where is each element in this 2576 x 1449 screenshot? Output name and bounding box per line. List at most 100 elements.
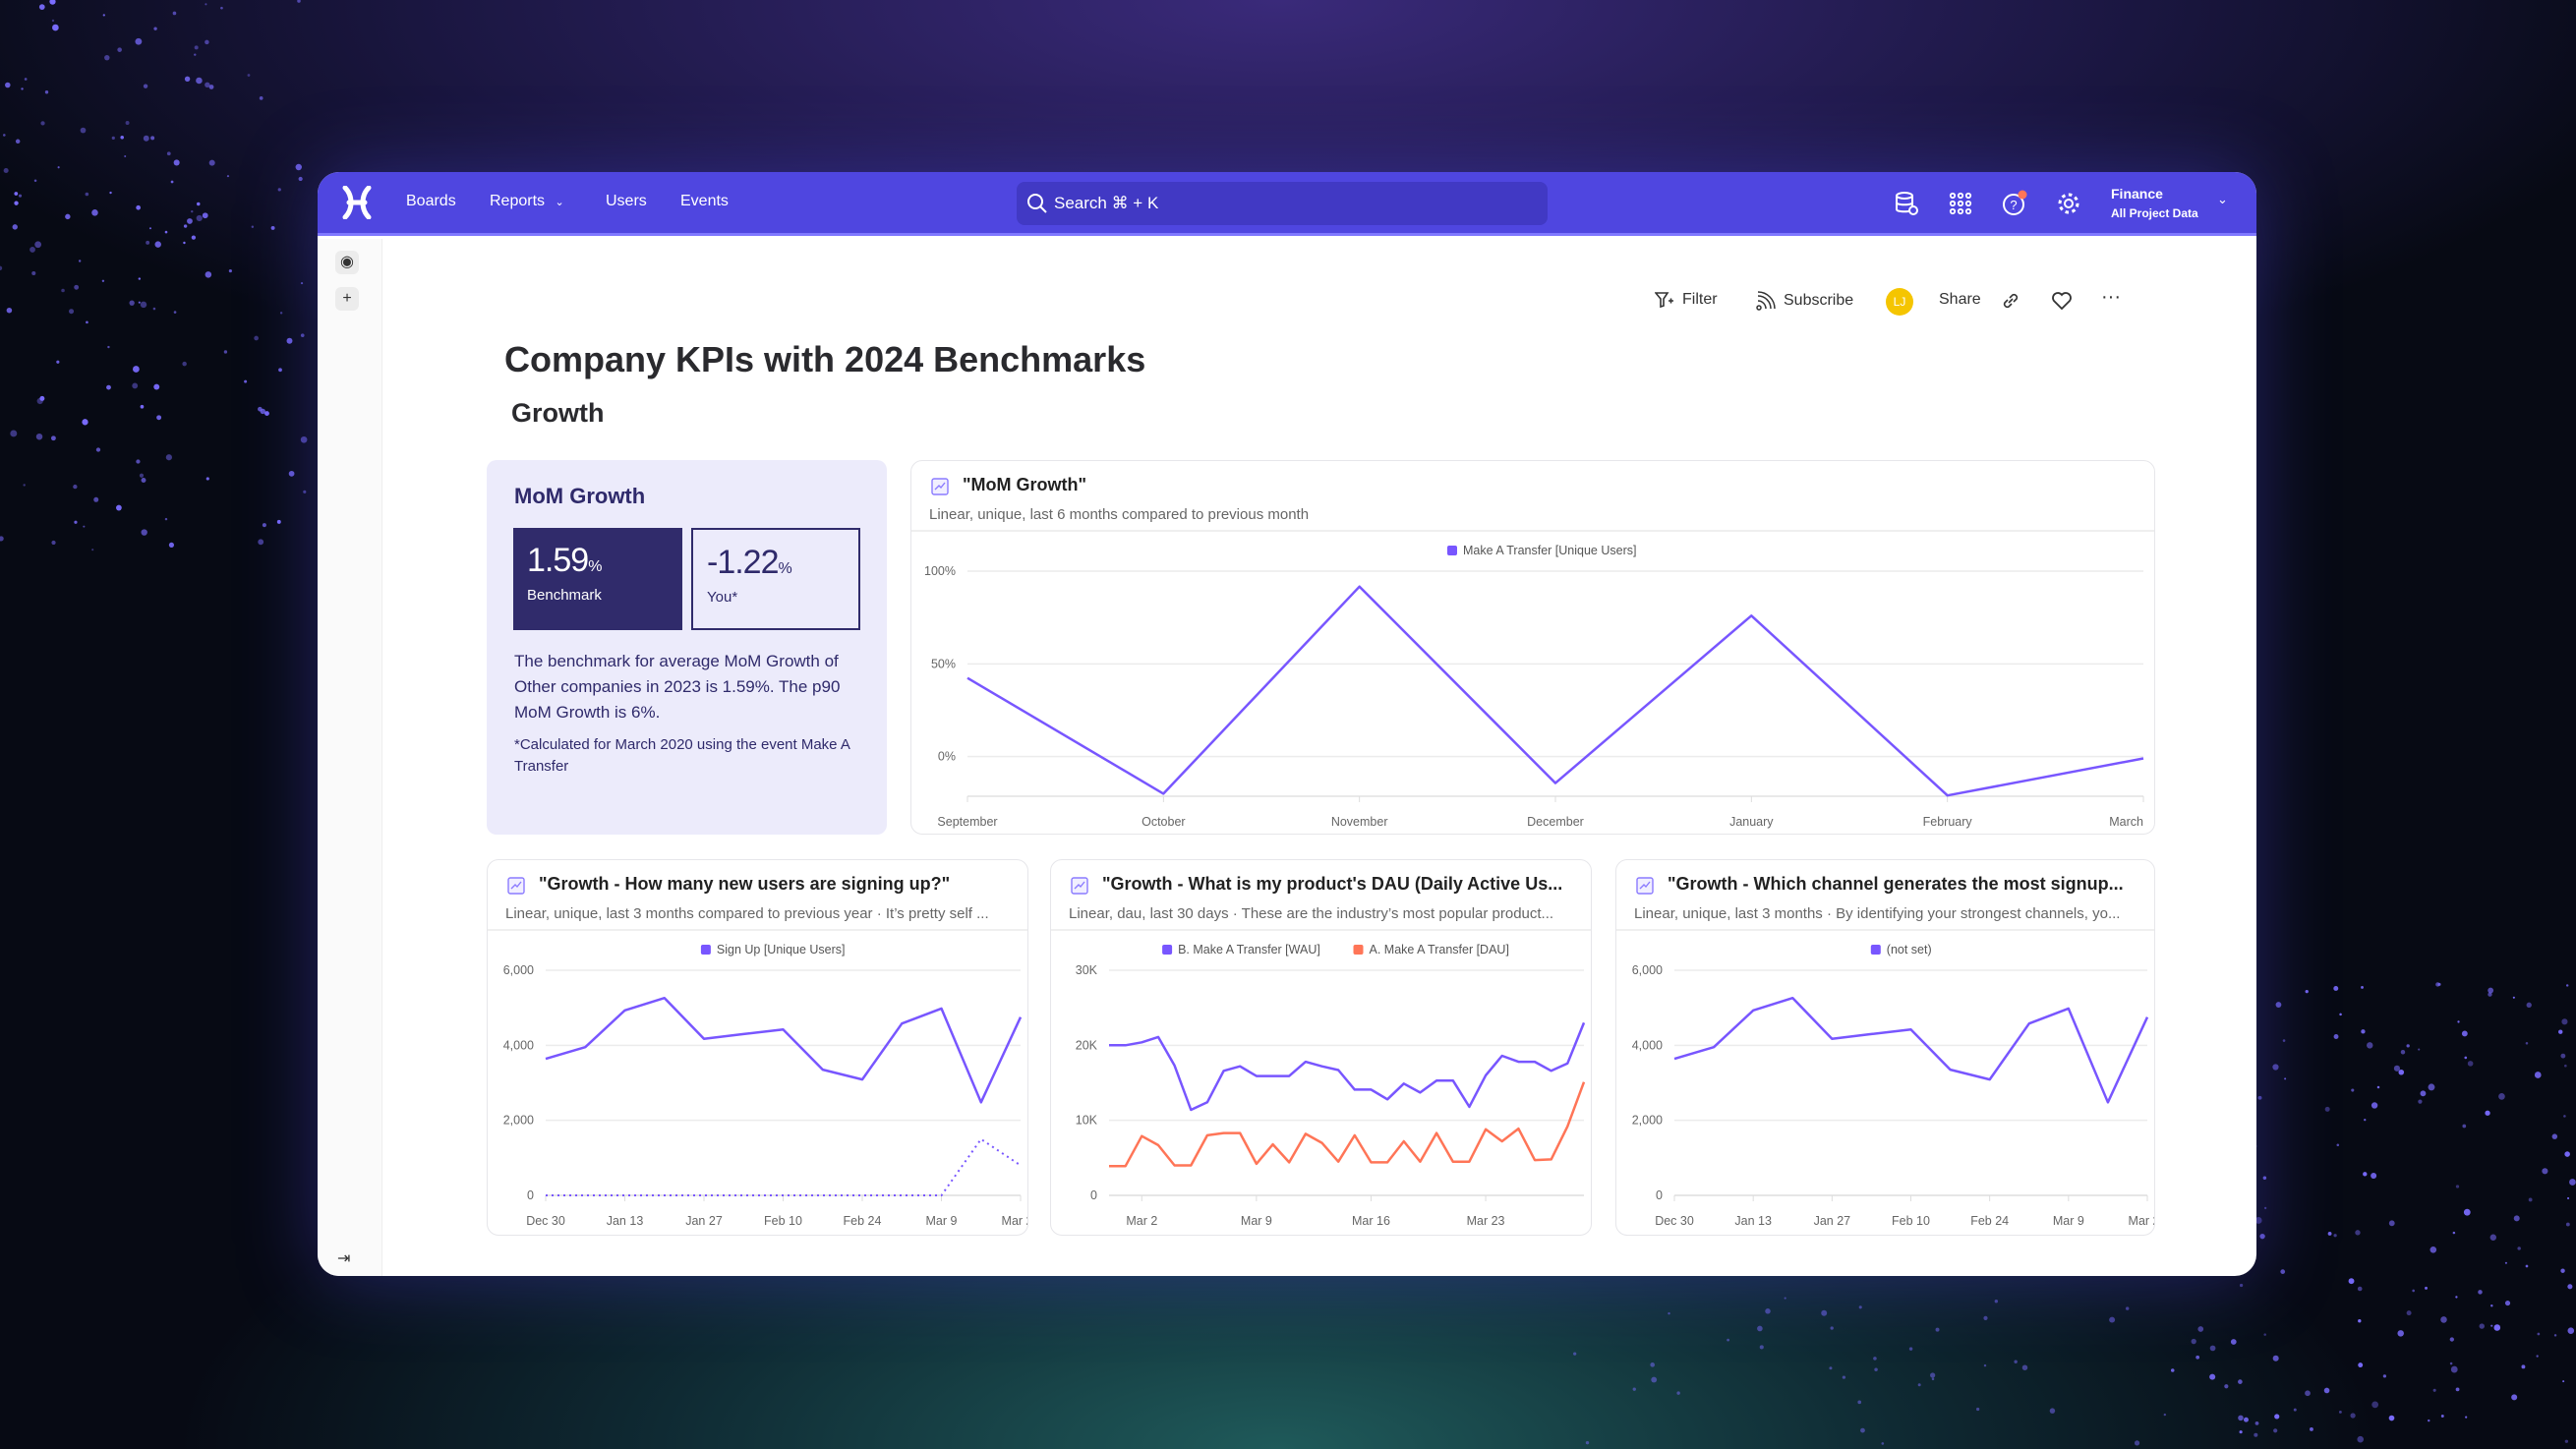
particle	[117, 47, 122, 52]
particle	[2513, 1215, 2520, 1222]
particle	[52, 24, 59, 31]
particle	[2280, 1269, 2286, 1274]
chart-card-channels[interactable]: "Growth - Which channel generates the mo…	[1615, 859, 2155, 1236]
particle	[2536, 1355, 2539, 1358]
particle	[31, 270, 36, 276]
particle	[2293, 1408, 2297, 1412]
compass-icon[interactable]: ◉	[335, 251, 359, 274]
subscribe-label: Subscribe	[1784, 292, 1854, 309]
particle	[2400, 1050, 2406, 1055]
particle	[2493, 1324, 2501, 1331]
benchmark-unit: %	[588, 558, 603, 575]
filter-button[interactable]: Filter	[1655, 291, 1718, 309]
particle	[21, 87, 24, 90]
search-input[interactable]: Search ⌘ + K	[1017, 182, 1548, 225]
particle	[2324, 1106, 2330, 1112]
particle	[2358, 1319, 2362, 1323]
particle	[140, 301, 147, 309]
help-icon[interactable]: ?	[2001, 190, 2028, 217]
particle	[2388, 1220, 2395, 1227]
chart-card-signups[interactable]: "Growth - How many new users are signing…	[487, 859, 1028, 1236]
card-header: "Growth - What is my product's DAU (Dail…	[1051, 860, 1591, 931]
card-title: "Growth - How many new users are signing…	[539, 874, 951, 894]
particle	[143, 135, 149, 142]
particle	[184, 76, 191, 82]
particle	[24, 78, 28, 81]
particle	[2425, 1286, 2429, 1290]
particle	[2393, 1065, 2401, 1072]
nav-reports-label: Reports	[490, 193, 546, 209]
particle	[5, 82, 11, 88]
x-tick-label: March	[2109, 815, 2143, 829]
particle	[18, 194, 23, 198]
particle	[82, 419, 88, 426]
particle	[2461, 1030, 2468, 1037]
particle	[2418, 1048, 2421, 1051]
apps-grid-icon[interactable]	[1947, 190, 1974, 217]
particle	[2274, 1414, 2280, 1420]
particle	[2257, 1095, 2262, 1100]
data-settings-icon[interactable]	[1893, 190, 1920, 217]
particle	[102, 14, 105, 17]
add-icon[interactable]: +	[335, 287, 359, 311]
particle	[2488, 987, 2494, 994]
particle	[2273, 1428, 2278, 1433]
subscribe-button[interactable]: Subscribe	[1756, 291, 1853, 311]
particle	[1651, 1376, 1658, 1383]
benchmark-label: Benchmark	[527, 587, 602, 604]
chart-card-dau[interactable]: "Growth - What is my product's DAU (Dail…	[1050, 859, 1592, 1236]
nav-reports[interactable]: Reports ⌄	[490, 193, 564, 210]
x-tick-label: Feb 10	[764, 1214, 802, 1228]
particle	[2272, 1355, 2279, 1362]
particle	[2430, 1246, 2437, 1253]
particle	[286, 337, 293, 344]
link-icon[interactable]	[2001, 291, 2020, 311]
particle	[2455, 1387, 2460, 1392]
kpi-description: The benchmark for average MoM Growth of …	[514, 652, 841, 722]
particle	[2498, 1093, 2505, 1100]
particle	[2350, 1413, 2356, 1419]
particle	[205, 477, 209, 481]
more-options-icon[interactable]: ···	[2101, 286, 2121, 308]
particle	[183, 241, 186, 245]
particle	[2355, 1230, 2361, 1236]
particle	[2021, 1364, 2028, 1370]
particle	[165, 454, 172, 461]
card-header: "Growth - Which channel generates the mo…	[1616, 860, 2154, 931]
particle	[69, 309, 75, 315]
nav-boards[interactable]: Boards	[406, 193, 456, 209]
x-tick-label: Feb 24	[1970, 1214, 2009, 1228]
particle	[2224, 1384, 2229, 1389]
app-window: Boards Reports ⌄ Users Events Search ⌘ +…	[318, 172, 2256, 1276]
particle	[35, 433, 43, 440]
line-chart: Sign Up [Unique Users] 6,000 4,000 2,000 0 De…	[503, 943, 1027, 1228]
particle	[2440, 1316, 2447, 1323]
expand-sidebar-icon[interactable]: ⇥	[337, 1250, 351, 1267]
particle	[2397, 1330, 2404, 1337]
particle	[2504, 1300, 2511, 1306]
project-selector[interactable]: Finance All Project Data	[2111, 184, 2198, 223]
particle	[196, 214, 203, 222]
particle	[116, 504, 122, 511]
series-line-0	[966, 585, 2144, 797]
gear-icon[interactable]	[2055, 190, 2082, 217]
particle	[228, 269, 232, 273]
particle	[270, 225, 275, 230]
nav-users[interactable]: Users	[606, 193, 647, 209]
particle	[2254, 1432, 2258, 1437]
heart-icon[interactable]	[2051, 291, 2073, 311]
avatar[interactable]: LJ	[1886, 288, 1913, 316]
chart-card-mom-growth[interactable]: "MoM Growth" Linear, unique, last 6 mont…	[910, 460, 2155, 835]
y-tick-label: 50%	[931, 657, 956, 670]
logo-icon[interactable]	[341, 186, 373, 219]
particle	[2432, 1388, 2436, 1392]
particle	[2310, 1426, 2313, 1431]
nav-events[interactable]: Events	[680, 193, 729, 209]
particle	[2567, 1327, 2575, 1335]
particle	[73, 484, 78, 490]
particle	[80, 127, 87, 134]
particle	[2418, 1099, 2423, 1104]
chevron-down-icon[interactable]: ⌄	[2217, 192, 2228, 206]
x-tick-label: February	[1923, 815, 1973, 829]
share-button[interactable]: Share	[1939, 291, 1981, 308]
